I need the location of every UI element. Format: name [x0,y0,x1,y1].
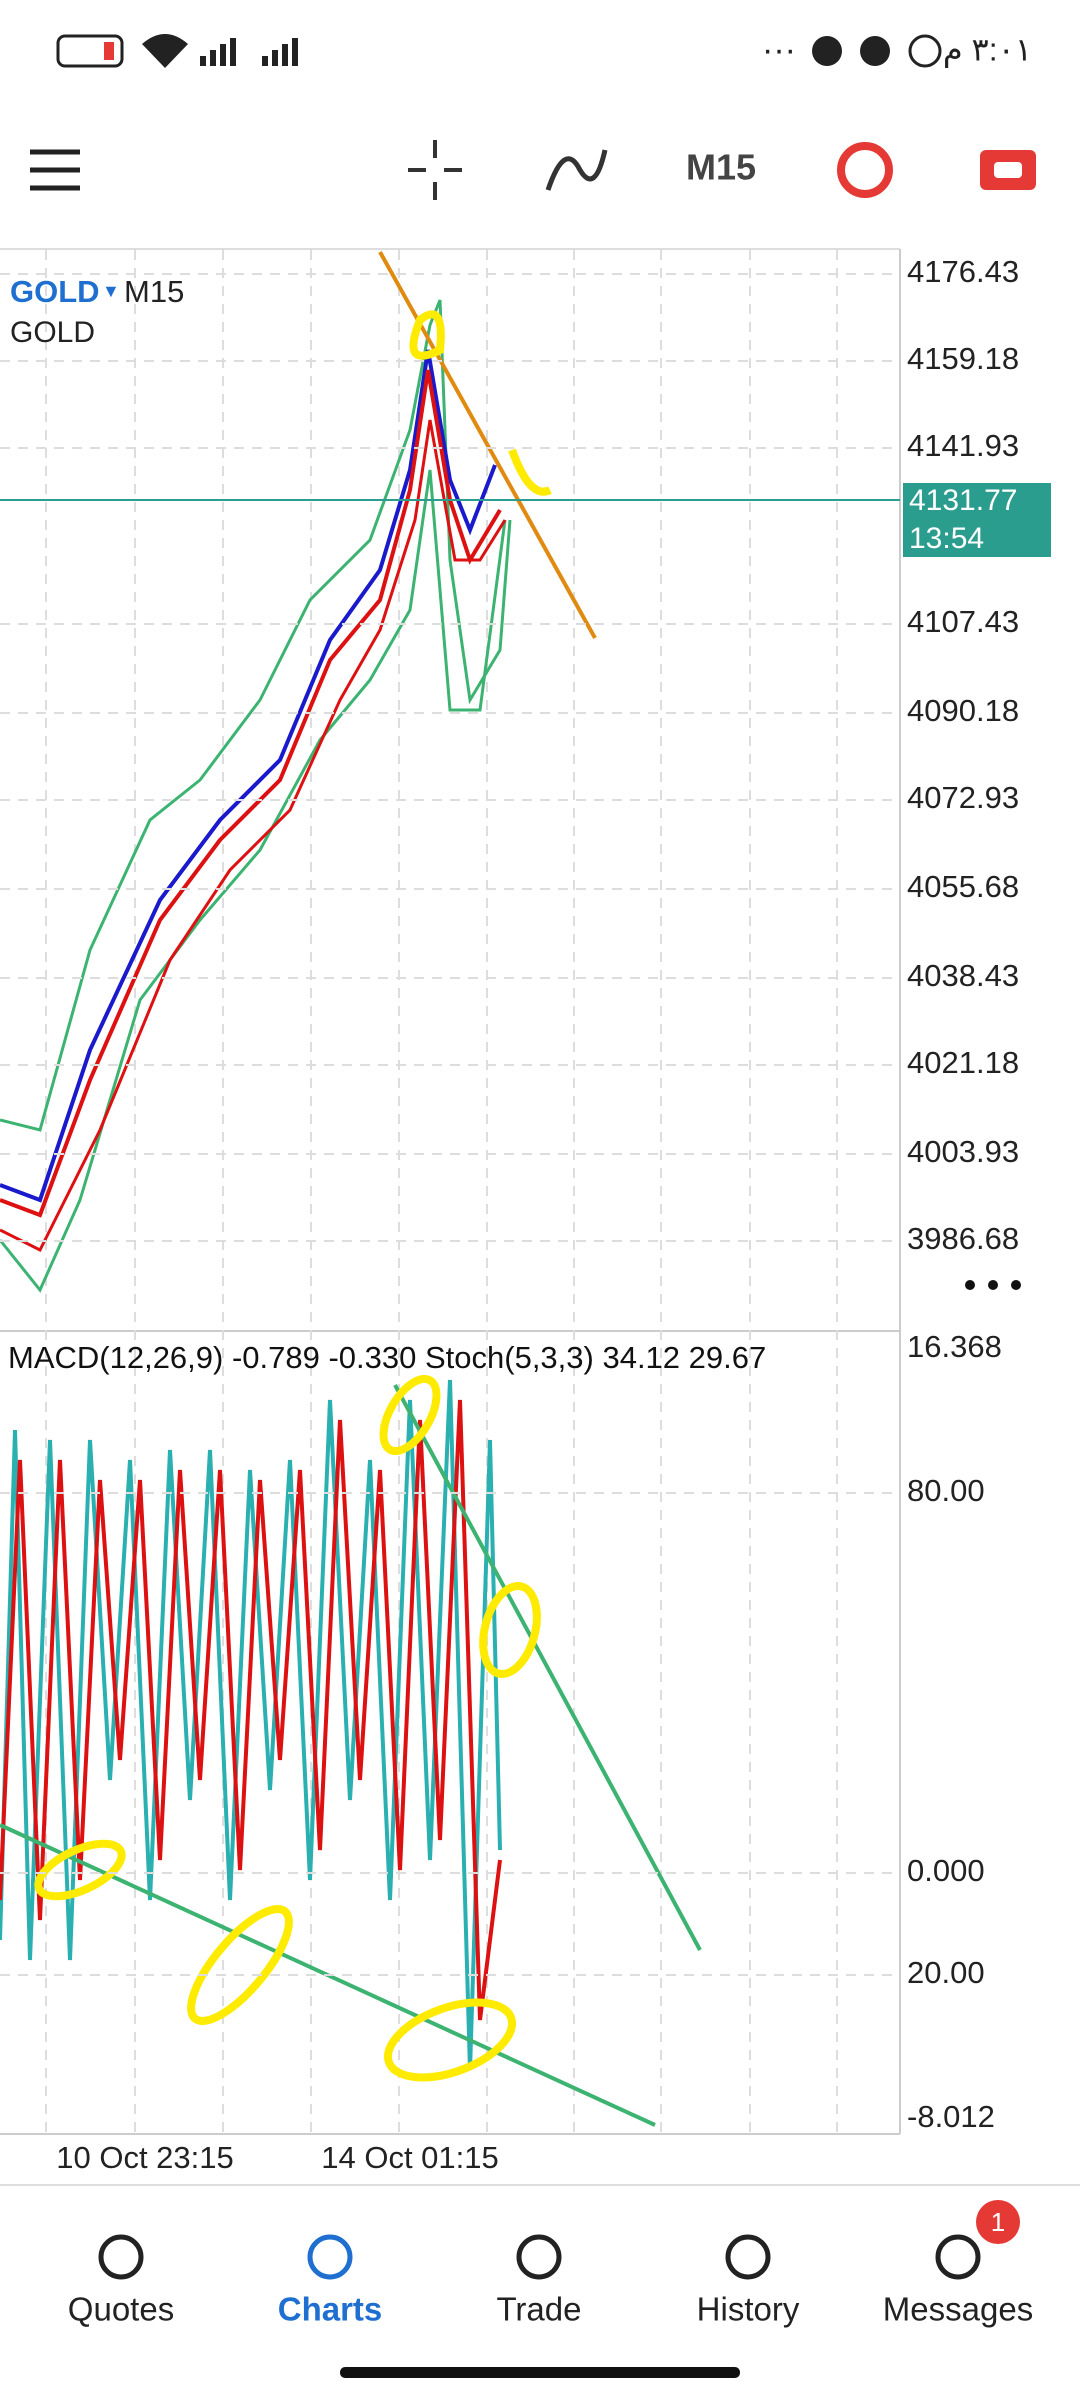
nav-icon [307,2234,353,2280]
nav-icon [516,2234,562,2280]
vertical-grid [45,250,838,2134]
indicator-axis-label: 80.00 [907,1473,985,1508]
price-drawing [0,251,900,1293]
whatsapp-icon [908,34,942,68]
nav-label: Trade [497,2291,582,2328]
signal-icons [142,34,298,68]
timeframe-button[interactable]: M15 [686,147,756,188]
indicators-icon[interactable] [545,149,608,191]
indicator-axis-label: 0.000 [907,1853,985,1888]
timer-icon[interactable] [837,142,893,198]
menu-icon[interactable] [30,149,80,191]
time-label: 10 Oct 23:15 [56,2140,234,2175]
nav-label: Quotes [68,2291,174,2328]
symbol-dropdown[interactable]: ▼ [102,281,120,301]
indicator-axis-label: 20.00 [907,1955,985,1990]
price-label: 4107.43 [907,604,1019,639]
nav-icon [725,2234,771,2280]
battery-icon [56,34,124,68]
status-time: ٣:٠١ م [943,31,1032,68]
price-label: 4141.93 [907,428,1019,463]
crosshair-icon[interactable] [408,140,462,200]
symbol[interactable]: GOLD [10,274,100,309]
nav-item[interactable]: Charts [278,2234,383,2328]
price-label: 4003.93 [907,1134,1019,1169]
nav-item[interactable]: History [697,2234,800,2328]
nav-icon [935,2234,981,2280]
nav-item[interactable]: Messages [883,2234,1033,2328]
price-label: 4072.93 [907,780,1019,815]
symbol-description: GOLD [10,316,95,349]
indicator-axis-label: 16.368 [907,1329,1002,1364]
home-indicator [340,2367,740,2378]
battery-level [104,42,114,60]
current-price: 4131.77 [909,484,1017,517]
trade-icon-inner [994,162,1022,178]
bottom-nav: Quotes Charts Trade History Messages [68,2234,1033,2328]
price-label: 4038.43 [907,958,1019,993]
indicator-drawing [0,1374,702,2127]
badge-count: 1 [991,2207,1005,2237]
facebook-icon [812,36,842,66]
chart-timeframe: M15 [124,274,184,309]
price-label: 4090.18 [907,693,1019,728]
nav-item[interactable]: Trade [497,2234,582,2328]
nav-label: Charts [278,2291,383,2328]
current-price-box [903,483,1051,557]
app-icon [860,36,890,66]
more-dots[interactable] [965,1280,1021,1290]
status-dots: ··· [762,31,796,69]
price-label: 3986.68 [907,1221,1019,1256]
price-label: 4176.43 [907,254,1019,289]
price-label: 4055.68 [907,869,1019,904]
nav-item[interactable]: Quotes [68,2234,174,2328]
price-label: 4021.18 [907,1045,1019,1080]
nav-icon [98,2234,144,2280]
nav-label: History [697,2291,800,2328]
price-label: 4159.18 [907,341,1019,376]
indicator-label: MACD(12,26,9) -0.789 -0.330 Stoch(5,3,3)… [8,1340,766,1375]
indicator-axis-label: -8.012 [907,2099,995,2134]
nav-label: Messages [883,2291,1033,2328]
bar-countdown: 13:54 [909,522,984,555]
badge [976,2200,1020,2244]
time-label: 14 Oct 01:15 [321,2140,499,2175]
